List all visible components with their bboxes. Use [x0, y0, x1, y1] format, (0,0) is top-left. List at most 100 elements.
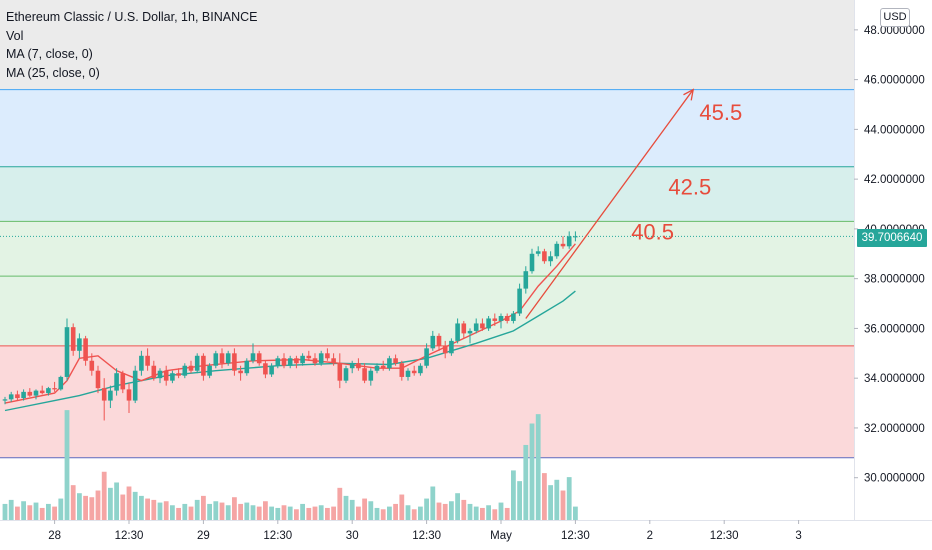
candle-body — [101, 388, 107, 401]
x-tick-label-10: 3 — [795, 530, 801, 542]
volume-bar — [232, 497, 237, 520]
volume-bar — [560, 490, 566, 520]
candle-body — [343, 368, 349, 381]
volume-bar — [21, 501, 26, 520]
volume-bar — [269, 506, 274, 520]
candle-body — [64, 327, 70, 377]
volume-bar — [523, 444, 529, 520]
volume-bar — [573, 506, 578, 520]
price-zone-1 — [0, 166, 854, 222]
y-tick-label-3: 36.0000000 — [864, 323, 925, 335]
volume-bar — [548, 485, 553, 520]
y-tick-label-1: 32.0000000 — [864, 423, 925, 435]
volume-bar — [492, 509, 498, 520]
volume-bar — [70, 485, 76, 520]
candle-body — [83, 338, 88, 361]
volume-bar — [418, 506, 423, 520]
x-tick-label-4: 30 — [346, 530, 359, 542]
volume-bar — [343, 495, 349, 520]
volume-bar — [566, 477, 572, 520]
volume-bar — [2, 503, 8, 520]
volume-bar — [263, 501, 268, 520]
x-tick-label-0: 28 — [48, 530, 61, 542]
target-arrow-line — [525, 89, 694, 319]
volume-bar — [349, 499, 355, 520]
candle-body — [368, 370, 374, 381]
volume-bar — [542, 473, 547, 520]
candle-body — [399, 363, 405, 377]
volume-bar — [424, 498, 429, 520]
ma7-indicator[interactable]: MA (7, close, 0) — [6, 47, 93, 61]
candle-body — [263, 363, 268, 375]
candle-body — [573, 236, 578, 238]
volume-bar — [46, 503, 51, 520]
candle-body — [33, 390, 39, 396]
candle-body — [27, 391, 33, 396]
candle-body — [486, 318, 491, 329]
candle-body — [542, 251, 547, 262]
candle-body — [535, 251, 541, 254]
volume-bar — [554, 479, 560, 520]
candle-body — [449, 340, 454, 354]
candle-body — [188, 365, 194, 371]
volume-bar — [194, 499, 200, 520]
candle-body — [480, 323, 485, 329]
candle-body — [21, 391, 26, 399]
volume-bar — [114, 482, 119, 520]
candle-body — [411, 370, 417, 374]
candle-body — [182, 365, 188, 376]
x-tick-label-2: 29 — [197, 530, 210, 542]
volume-bar — [529, 423, 535, 520]
candle-body — [325, 353, 330, 359]
volume-indicator[interactable]: Vol — [6, 28, 24, 43]
candle-body — [145, 355, 150, 366]
candle-body — [108, 390, 113, 401]
price-zone-0 — [0, 89, 854, 167]
y-tick-label-9: 48.0000000 — [864, 25, 925, 37]
candle-body — [170, 373, 175, 381]
candle-body — [2, 399, 8, 401]
x-tick-label-5: 12:30 — [412, 530, 441, 542]
volume-bar — [275, 507, 281, 520]
candle-body — [194, 355, 200, 371]
candle-body — [52, 388, 57, 390]
volume-bar — [145, 498, 150, 520]
volume-bar — [39, 507, 45, 520]
time-axis-background — [0, 520, 932, 550]
x-tick-label-1: 12:30 — [115, 530, 144, 542]
candle-body — [560, 243, 566, 247]
candle-body — [362, 368, 367, 381]
volume-bar — [300, 503, 305, 520]
volume-bar — [238, 503, 243, 520]
volume-bar — [250, 505, 256, 520]
volume-bar — [52, 506, 57, 520]
currency-badge[interactable]: USD — [880, 8, 910, 27]
volume-bar — [325, 507, 330, 520]
volume-bar — [89, 497, 95, 520]
volume-bar — [442, 503, 448, 520]
y-tick-label-8: 46.0000000 — [864, 75, 925, 87]
price-zone-2 — [0, 221, 854, 346]
y-tick-label-0: 30.0000000 — [864, 473, 925, 485]
candle-body — [430, 335, 436, 349]
candle-body — [511, 313, 516, 321]
candle-body — [89, 360, 95, 371]
x-tick-label-3: 12:30 — [263, 530, 292, 542]
candle-body — [380, 365, 386, 369]
volume-bar — [467, 503, 473, 520]
volume-bar — [58, 498, 64, 520]
candle-body — [8, 394, 14, 400]
ma25-indicator[interactable]: MA (25, close, 0) — [6, 65, 100, 80]
symbol-title[interactable]: Ethereum Classic / U.S. Dollar, 1h, BINA… — [6, 10, 258, 24]
volume-bar — [430, 486, 436, 520]
volume-bar — [213, 501, 219, 520]
candle-body — [232, 353, 237, 371]
candle-body — [244, 360, 250, 374]
y-tick-label-2: 34.0000000 — [864, 373, 925, 385]
candle-body — [467, 330, 473, 334]
candle-body — [393, 358, 398, 364]
volume-bar — [244, 502, 250, 520]
candle-body — [473, 323, 479, 331]
volume-bar — [182, 503, 188, 520]
